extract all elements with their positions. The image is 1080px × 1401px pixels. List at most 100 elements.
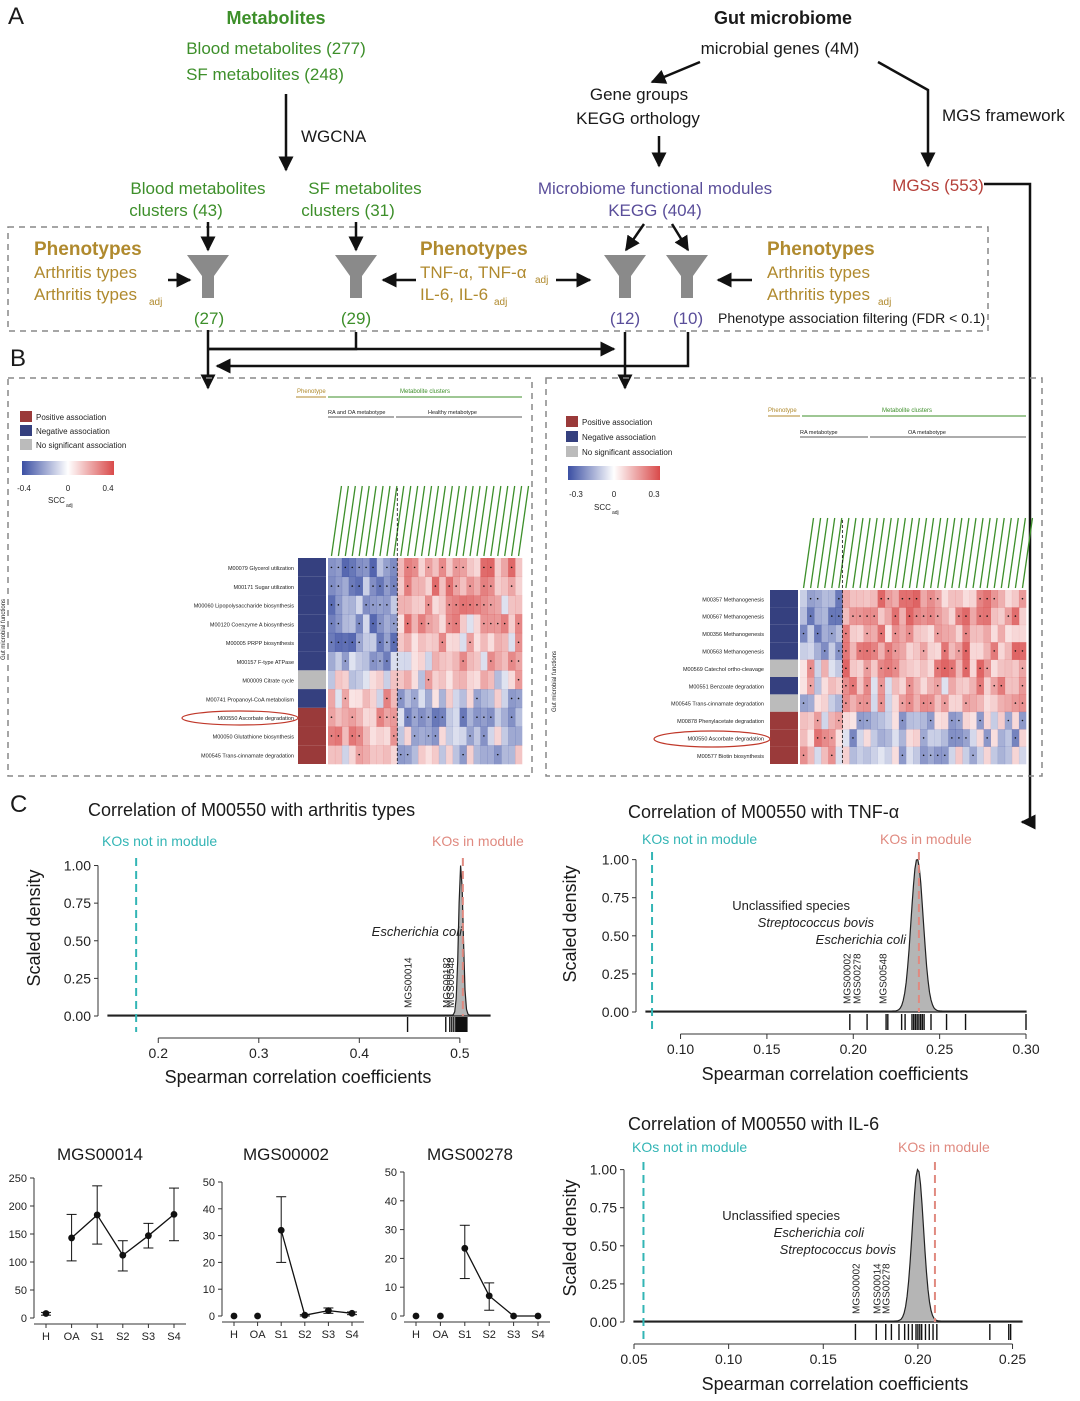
- heatmap-cell: [990, 694, 999, 713]
- heatmap-cell: [891, 729, 900, 747]
- heatmap-cell: [948, 590, 956, 608]
- heatmap-cell: [920, 590, 928, 608]
- y-tick-label: 20: [203, 1257, 215, 1269]
- heatmap-col-label: [344, 485, 356, 557]
- heatmap-cell: [404, 670, 412, 690]
- heatmap-dot: [372, 585, 374, 587]
- heatmap-cell: [404, 651, 412, 671]
- heatmap-dot: [894, 667, 897, 670]
- data-point: [170, 1211, 178, 1218]
- heatmap-dot: [809, 597, 812, 600]
- data-point: [325, 1307, 332, 1315]
- phenotypes-right-title: Phenotypes: [767, 239, 875, 260]
- y-tick-label: 0.00: [602, 1004, 629, 1020]
- heatmap-col-label: [1000, 517, 1012, 589]
- heatmap-dot: [517, 641, 520, 644]
- heatmap-cell: [849, 746, 857, 765]
- heatmap-cell: [376, 670, 384, 690]
- heatmap-cell: [884, 746, 893, 765]
- heatmap-right-legend: Positive association Negative associatio…: [566, 416, 672, 516]
- heatmap-cell: [452, 726, 460, 746]
- heatmap-cell: [941, 590, 949, 608]
- heatmap-cell: [941, 624, 949, 643]
- heatmap-cell: [884, 729, 893, 747]
- x-axis-label: Spearman correlation coefficients: [165, 1067, 432, 1087]
- chart-title: MGS00002: [243, 1145, 329, 1164]
- heatmap-dot: [852, 684, 854, 687]
- heatmap-dot: [358, 585, 360, 587]
- heatmap-cell: [835, 729, 843, 747]
- heatmap-cell: [1011, 746, 1020, 765]
- heatmap-dot: [943, 650, 946, 652]
- heatmap-cell: [814, 642, 822, 660]
- heatmap-dot: [1021, 650, 1024, 652]
- heatmap-cell: [445, 707, 454, 727]
- right-group2: OA metabotype: [908, 430, 946, 436]
- heatmap-cell: [473, 632, 481, 652]
- x-tick-label: OA: [250, 1329, 267, 1341]
- heatmap-dot: [809, 615, 812, 617]
- heatmap-col-label: [510, 485, 523, 557]
- heatmap-dot: [337, 641, 340, 644]
- heatmap-dot: [993, 597, 996, 600]
- heatmap-dot: [434, 716, 437, 718]
- heatmap-dot: [351, 641, 354, 644]
- phenotypes-right-line2: Arthritis types: [767, 285, 870, 304]
- x-tick-label: S2: [116, 1331, 129, 1343]
- heatmap-dot: [413, 697, 416, 700]
- heatmap-dot: [866, 615, 868, 617]
- heatmap-dot: [908, 702, 911, 704]
- heatmap-dot: [908, 632, 911, 635]
- heatmap-cell: [814, 607, 822, 626]
- heatmap-cell: [997, 729, 1006, 747]
- heatmap-col-label: [809, 517, 822, 589]
- heatmap-dot: [908, 684, 911, 687]
- heatmap-dot: [455, 604, 457, 606]
- heatmap-cell: [877, 642, 886, 660]
- heatmap-dot: [386, 585, 388, 587]
- y-tick-label: 0: [391, 1311, 397, 1323]
- heatmap-dot: [979, 719, 981, 722]
- heatmap-cell: [452, 632, 460, 652]
- heatmap-cell: [913, 711, 921, 730]
- heatmap-dot: [386, 566, 388, 569]
- heatmap-cell: [348, 670, 357, 690]
- x-tick-label: 0.25: [926, 1041, 953, 1057]
- heatmap-dot: [816, 597, 819, 600]
- heatmap-cell: [828, 642, 836, 660]
- heatmap-cell: [807, 694, 815, 713]
- heatmap-pheno-cell: [298, 651, 326, 671]
- heatmap-cell: [983, 624, 991, 643]
- heatmap-pheno-cell: [298, 726, 326, 746]
- heatmap-col-label: [372, 485, 384, 557]
- heatmap-cell: [891, 694, 900, 713]
- heatmap-dot: [802, 702, 805, 704]
- heatmap-cell: [1018, 729, 1027, 747]
- heatmap-dot: [929, 615, 932, 617]
- data-point: [437, 1312, 444, 1320]
- y-axis-label: Scaled density: [560, 865, 580, 982]
- heatmap-cell: [515, 726, 523, 746]
- heatmap-dot: [880, 597, 883, 600]
- heatmap-row-label: M00550 Ascorbate degradation: [688, 737, 764, 743]
- heatmap-cell: [341, 595, 350, 615]
- heatmap-cell: [480, 689, 488, 709]
- heatmap-dot: [427, 622, 430, 625]
- heatmap-pheno-cell: [770, 746, 798, 764]
- heatmap-cell: [390, 745, 398, 765]
- heatmap-cell: [362, 707, 370, 727]
- heatmap-cell: [948, 607, 956, 626]
- heatmap-cell: [390, 670, 398, 690]
- heatmap-cell: [334, 745, 343, 765]
- heatmap-cell: [348, 689, 357, 709]
- y-tick-label: 30: [385, 1225, 397, 1237]
- heatmap-cell: [445, 745, 454, 765]
- heatmap-cell: [849, 694, 857, 713]
- blood-metabolites: Blood metabolites (277): [186, 39, 366, 58]
- heatmap-col-label: [420, 485, 433, 557]
- density-chart: Correlation of M00550 with arthritis typ…: [24, 800, 524, 1087]
- series-line: [464, 1248, 538, 1317]
- scc-label: SCC: [48, 496, 65, 505]
- heatmap-dot: [823, 650, 826, 652]
- heatmap-cell: [955, 590, 963, 608]
